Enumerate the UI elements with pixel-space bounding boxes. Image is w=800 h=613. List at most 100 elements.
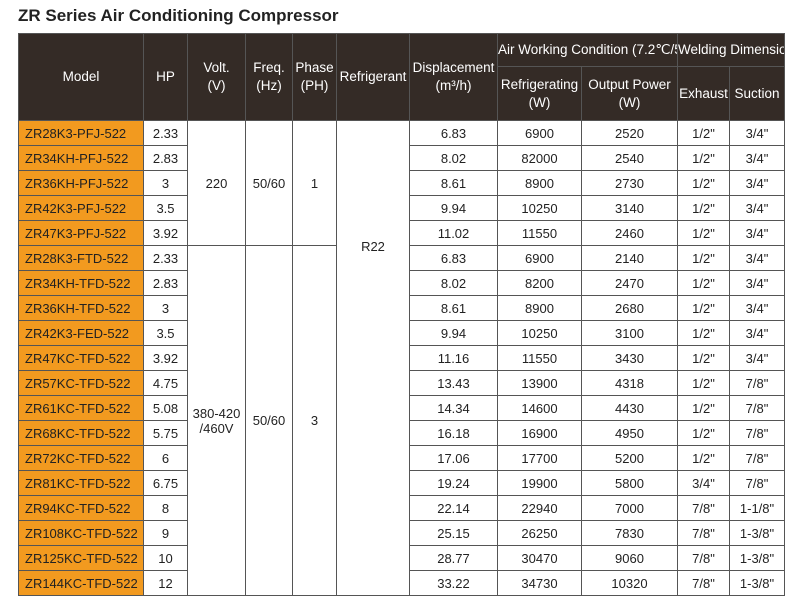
header-row: Refrigerating (W) Output Power (W) Exhaust Su… — [19, 66, 786, 121]
cell: 3/4" — [729, 245, 786, 271]
model-cell: ZR28K3-FTD-522 — [18, 245, 144, 271]
table-row: ZR28K3-FTD-522 2.33 380-420/460V 50/60 3 6.83… — [18, 245, 786, 596]
table-row: ZR144KC-TFD-522 12 33.22 34730 10320 7/8" 1-3/… — [18, 570, 786, 596]
cell: 1/2" — [677, 295, 731, 321]
cell: 19900 — [497, 470, 582, 496]
model-cell: ZR144KC-TFD-522 — [18, 570, 144, 596]
cell: 1/2" — [677, 245, 731, 271]
cell: 3/4" — [729, 170, 786, 196]
freq-cell: 50/60 — [245, 120, 293, 246]
column-header: Refrigerant — [336, 33, 410, 121]
cell: 7/8" — [729, 370, 786, 396]
cell: 14600 — [497, 395, 582, 421]
cell: 7/8" — [729, 445, 786, 471]
cell: 3/4" — [729, 295, 786, 321]
cell: 9060 — [580, 545, 679, 571]
table-row: ZR108KC-TFD-522 9 25.15 26250 7830 7/8" 1-3/8" — [18, 520, 786, 546]
cell: 8.02 — [409, 270, 498, 296]
cell: 13.43 — [409, 370, 498, 396]
column-header: Displacement (m³/h) — [409, 33, 498, 121]
table-row: ZR72KC-TFD-522 6 17.06 17700 5200 1/2" 7/8" — [18, 445, 786, 471]
cell: 8200 — [497, 270, 582, 296]
cell: 7/8" — [677, 495, 731, 521]
freq-cell: 50/60 — [245, 245, 293, 596]
table-row: ZR34KH-PFJ-522 2.83 8.02 82000 2540 1/2" 3/4" — [18, 145, 786, 171]
cell-text: Output Power — [588, 76, 671, 92]
cell-text: Refrigerant — [339, 69, 407, 84]
cell: 10 — [143, 545, 188, 571]
cell: 3140 — [580, 195, 679, 221]
cell: 6.83 — [409, 245, 498, 271]
cell: 7/8" — [677, 545, 731, 571]
cell: 2730 — [580, 170, 679, 196]
cell: 3430 — [580, 345, 679, 371]
model-cell: ZR47K3-PFJ-522 — [18, 220, 144, 246]
cell: 2.33 — [143, 120, 188, 146]
cell: 1-1/8" — [729, 495, 786, 521]
cell: 11.02 — [409, 220, 498, 246]
cell-text: Refrigerating — [500, 76, 579, 92]
cell: 2.83 — [143, 270, 188, 296]
cell: 7/8" — [677, 570, 731, 596]
column-header: Freq. (Hz) — [245, 33, 293, 121]
cell: 1/2" — [677, 320, 731, 346]
cell: 7/8" — [677, 520, 731, 546]
cell: 7000 — [580, 495, 679, 521]
cell: 4318 — [580, 370, 679, 396]
cell: 26250 — [497, 520, 582, 546]
cell-text: Model — [62, 69, 100, 84]
model-cell: ZR34KH-PFJ-522 — [18, 145, 144, 171]
cell: 5200 — [580, 445, 679, 471]
cell: 1-3/8" — [729, 570, 786, 596]
cell-text: (V) — [207, 78, 226, 93]
cell: 17.06 — [409, 445, 498, 471]
cell-text: 380-420 — [192, 405, 241, 421]
cell: 2.83 — [143, 145, 188, 171]
cell: 3 — [143, 295, 188, 321]
table-row: ZR28K3-PFJ-522 2.33 220 50/60 1 R22 6.83 6900 25… — [18, 120, 786, 596]
cell: 1/2" — [677, 445, 731, 471]
cell-text: 220 — [205, 175, 228, 191]
cell: 9 — [143, 520, 188, 546]
cell: 1/2" — [677, 420, 731, 446]
cell-text: Displacement — [412, 60, 495, 75]
model-cell: ZR108KC-TFD-522 — [18, 520, 144, 546]
cell: 7/8" — [729, 420, 786, 446]
cell: 3.5 — [143, 195, 188, 221]
model-cell: ZR61KC-TFD-522 — [18, 395, 144, 421]
cell: 1/2" — [677, 345, 731, 371]
model-cell: ZR94KC-TFD-522 — [18, 495, 144, 521]
cell-text: (PH) — [300, 78, 329, 93]
cell: 9.94 — [409, 195, 498, 221]
cell: 28.77 — [409, 545, 498, 571]
cell: 14.34 — [409, 395, 498, 421]
cell: 6900 — [497, 120, 582, 146]
model-cell: ZR28K3-PFJ-522 — [18, 120, 144, 146]
cell: 1/2" — [677, 270, 731, 296]
cell-text: Volt. — [203, 60, 230, 75]
model-cell: ZR36KH-TFD-522 — [18, 295, 144, 321]
cell: 5.08 — [143, 395, 188, 421]
cell: 2140 — [580, 245, 679, 271]
column-header: Model — [18, 33, 144, 121]
column-header: HP — [143, 33, 188, 121]
cell: 6.75 — [143, 470, 188, 496]
table-row: ZR94KC-TFD-522 8 22.14 22940 7000 7/8" 1-1/8" — [18, 495, 786, 521]
model-cell: ZR47KC-TFD-522 — [18, 345, 144, 371]
table-row: ZR68KC-TFD-522 5.75 16.18 16900 4950 1/2" 7/8" — [18, 420, 786, 446]
cell: 22940 — [497, 495, 582, 521]
cell: 22.14 — [409, 495, 498, 521]
cell: 1-3/8" — [729, 520, 786, 546]
cell: 1/2" — [677, 170, 731, 196]
cell: 82000 — [497, 145, 582, 171]
model-cell: ZR42K3-PFJ-522 — [18, 195, 144, 221]
group-header: Air Working Condition (7.2℃/54.4℃) — [496, 33, 679, 67]
phase-cell: 1 — [292, 120, 337, 246]
cell: 2540 — [580, 145, 679, 171]
cell: 3/4" — [729, 345, 786, 371]
cell: 9.94 — [409, 320, 498, 346]
cell: 11550 — [497, 345, 582, 371]
cell: 17700 — [497, 445, 582, 471]
cell: 10250 — [497, 195, 582, 221]
